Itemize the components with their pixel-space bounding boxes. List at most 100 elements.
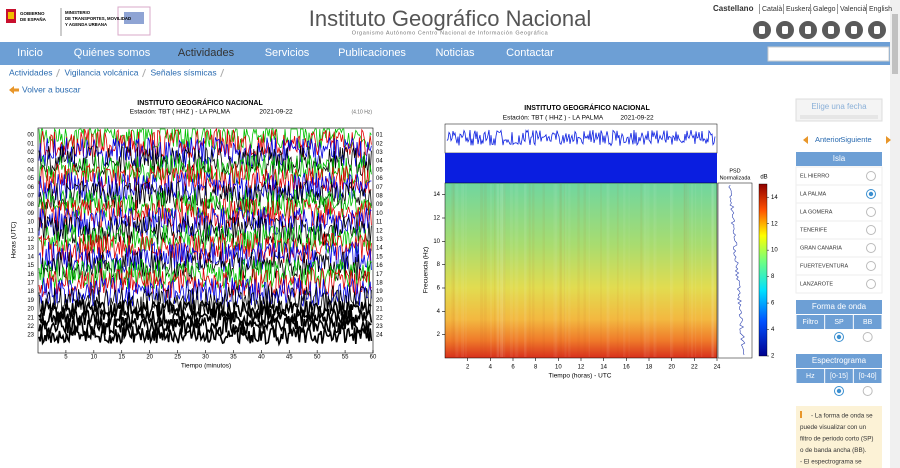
scrollbar-thumb[interactable]	[892, 14, 898, 74]
seismogram-title: INSTITUTO GEOGRÁFICO NACIONAL	[137, 98, 263, 107]
spectrogram-texture	[616, 184, 619, 357]
spectrogram-texture	[500, 184, 504, 357]
date-placeholder[interactable]: Elige una fecha	[811, 102, 867, 111]
info-box	[796, 406, 882, 468]
island-name[interactable]: LA PALMA	[800, 191, 827, 197]
site-subtitle: Organismo Autónomo Centro Nacional de In…	[352, 30, 549, 36]
spectrogram-texture	[504, 184, 506, 357]
spectrogram-texture	[500, 184, 502, 357]
hour-label: 05	[376, 167, 383, 173]
spectrogram-texture	[687, 184, 689, 357]
language-link[interactable]: English	[869, 6, 892, 13]
section-header	[796, 354, 882, 368]
island-row[interactable]	[795, 274, 883, 294]
spectrogram-x-label: Tiempo (horas) - UTC	[549, 373, 612, 380]
hour-label: 04	[376, 159, 383, 165]
social-icon-glyph[interactable]	[828, 26, 834, 34]
section-header-text: Forma de onda	[812, 302, 867, 311]
hour-label: 14	[376, 246, 383, 252]
spectrogram-texture	[532, 184, 535, 357]
radio-dot[interactable]	[836, 334, 842, 340]
spectrogram-texture	[452, 184, 455, 357]
next-arrow[interactable]	[886, 136, 891, 144]
nav-item[interactable]: Publicaciones	[338, 47, 406, 59]
radio[interactable]	[866, 225, 876, 235]
radio[interactable]	[866, 207, 876, 217]
radio[interactable]	[866, 243, 876, 253]
hour-label: 16	[376, 263, 383, 269]
radio[interactable]	[866, 261, 876, 271]
prev-arrow[interactable]	[803, 136, 808, 144]
breadcrumb-separator	[220, 68, 225, 78]
spectrogram-texture	[700, 184, 703, 357]
hour-label: 01	[27, 141, 34, 147]
hour-label: 12	[27, 237, 34, 243]
column-header-text: Hz	[806, 373, 815, 380]
social-icon-glyph[interactable]	[782, 26, 788, 34]
hour-label: 22	[376, 315, 383, 321]
radio[interactable]	[866, 279, 876, 289]
nav-item[interactable]: Actividades	[178, 47, 235, 59]
hour-label: 22	[27, 324, 34, 330]
spectrogram-texture	[496, 184, 500, 357]
language-link[interactable]: Valencià	[840, 6, 866, 13]
spectrogram-texture	[451, 184, 454, 357]
y-tick-label: 10	[433, 239, 440, 245]
language-link[interactable]: Euskera	[786, 6, 812, 13]
radio-dot[interactable]	[868, 191, 874, 197]
social-icon-glyph[interactable]	[851, 26, 857, 34]
social-icon-glyph[interactable]	[759, 26, 765, 34]
language-link[interactable]: Català	[762, 6, 782, 13]
x-tick-label: 30	[202, 355, 209, 361]
spectrogram-texture	[711, 184, 715, 357]
island-name[interactable]: FUERTEVENTURA	[800, 263, 849, 269]
breadcrumb-link[interactable]: Vigilancia volcánica	[64, 67, 138, 77]
spectrogram-title: INSTITUTO GEOGRÁFICO NACIONAL	[524, 103, 650, 112]
next-link[interactable]: Siguiente	[840, 135, 871, 144]
spectrogram-y-label: Frecuencia (Hz)	[423, 247, 430, 293]
radio[interactable]	[866, 171, 876, 181]
column-header	[825, 369, 853, 383]
island-name[interactable]: EL HIERRO	[800, 173, 830, 179]
seismic-trace	[38, 214, 372, 247]
island-name[interactable]: LANZAROTE	[800, 281, 833, 287]
spectrogram-texture	[588, 184, 591, 357]
seismic-trace	[38, 277, 372, 308]
radio-dot[interactable]	[836, 388, 842, 394]
back-arrow-icon[interactable]	[9, 86, 19, 94]
island-name[interactable]: LA GOMERA	[800, 209, 833, 215]
nav-item[interactable]: Quiénes somos	[74, 47, 151, 59]
scrollbar[interactable]	[890, 0, 900, 468]
nav-item[interactable]: Servicios	[265, 47, 310, 59]
language-link[interactable]: Castellano	[713, 4, 754, 13]
radio[interactable]	[862, 386, 873, 396]
prev-link[interactable]: Anterior	[815, 135, 842, 144]
column-header-text: BB	[863, 319, 873, 326]
x-tick-label: 15	[118, 355, 125, 361]
social-icon-glyph[interactable]	[805, 26, 811, 34]
hour-label: 08	[27, 202, 34, 208]
breadcrumb-link[interactable]: Actividades	[9, 67, 52, 77]
nav-item[interactable]: Contactar	[506, 47, 554, 59]
x-tick-label: 14	[600, 365, 607, 371]
hour-label: 13	[27, 246, 34, 252]
column-header	[825, 315, 853, 329]
column-header	[796, 315, 825, 329]
nav-item[interactable]: Inicio	[17, 47, 43, 59]
colorbar-tick-label: 10	[771, 248, 778, 254]
search-box[interactable]	[767, 46, 890, 62]
column-header-text: [0-40]	[859, 373, 877, 380]
breadcrumb-link[interactable]: Señales sísmicas	[151, 67, 217, 77]
island-name[interactable]: GRAN CANARIA	[800, 245, 842, 251]
psd-panel	[717, 182, 753, 359]
radio[interactable]	[862, 332, 873, 342]
section-header-text: Isla	[833, 154, 846, 163]
x-tick-label: 60	[370, 355, 377, 361]
nav-item[interactable]: Noticias	[435, 47, 475, 59]
back-link[interactable]: Volver a buscar	[22, 84, 81, 94]
island-name[interactable]: TENERIFE	[800, 227, 828, 233]
breadcrumb-separator	[142, 68, 146, 78]
social-icon-glyph[interactable]	[874, 26, 880, 34]
language-link[interactable]: Galego	[813, 6, 836, 13]
spectrogram-texture	[623, 184, 626, 357]
